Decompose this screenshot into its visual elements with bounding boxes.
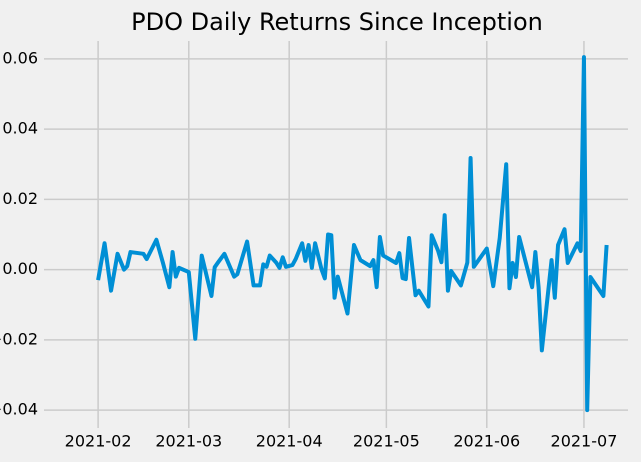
y-tick-label: 0.00 <box>2 259 38 278</box>
x-tick-label: 2021-02 <box>65 432 132 451</box>
y-tick-label: −0.02 <box>0 329 38 348</box>
y-tick-label: 0.02 <box>2 189 38 208</box>
y-tick-label: −0.04 <box>0 400 38 419</box>
x-tick-label: 2021-04 <box>256 432 323 451</box>
x-tick-label: 2021-06 <box>453 432 520 451</box>
x-tick-label: 2021-03 <box>155 432 222 451</box>
line-series <box>96 55 609 413</box>
x-tick-label: 2021-05 <box>353 432 420 451</box>
x-tick-label: 2021-07 <box>551 432 618 451</box>
chart-title: PDO Daily Returns Since Inception <box>131 8 543 36</box>
y-tick-label: 0.06 <box>2 48 38 67</box>
y-tick-label: 0.04 <box>2 119 38 138</box>
